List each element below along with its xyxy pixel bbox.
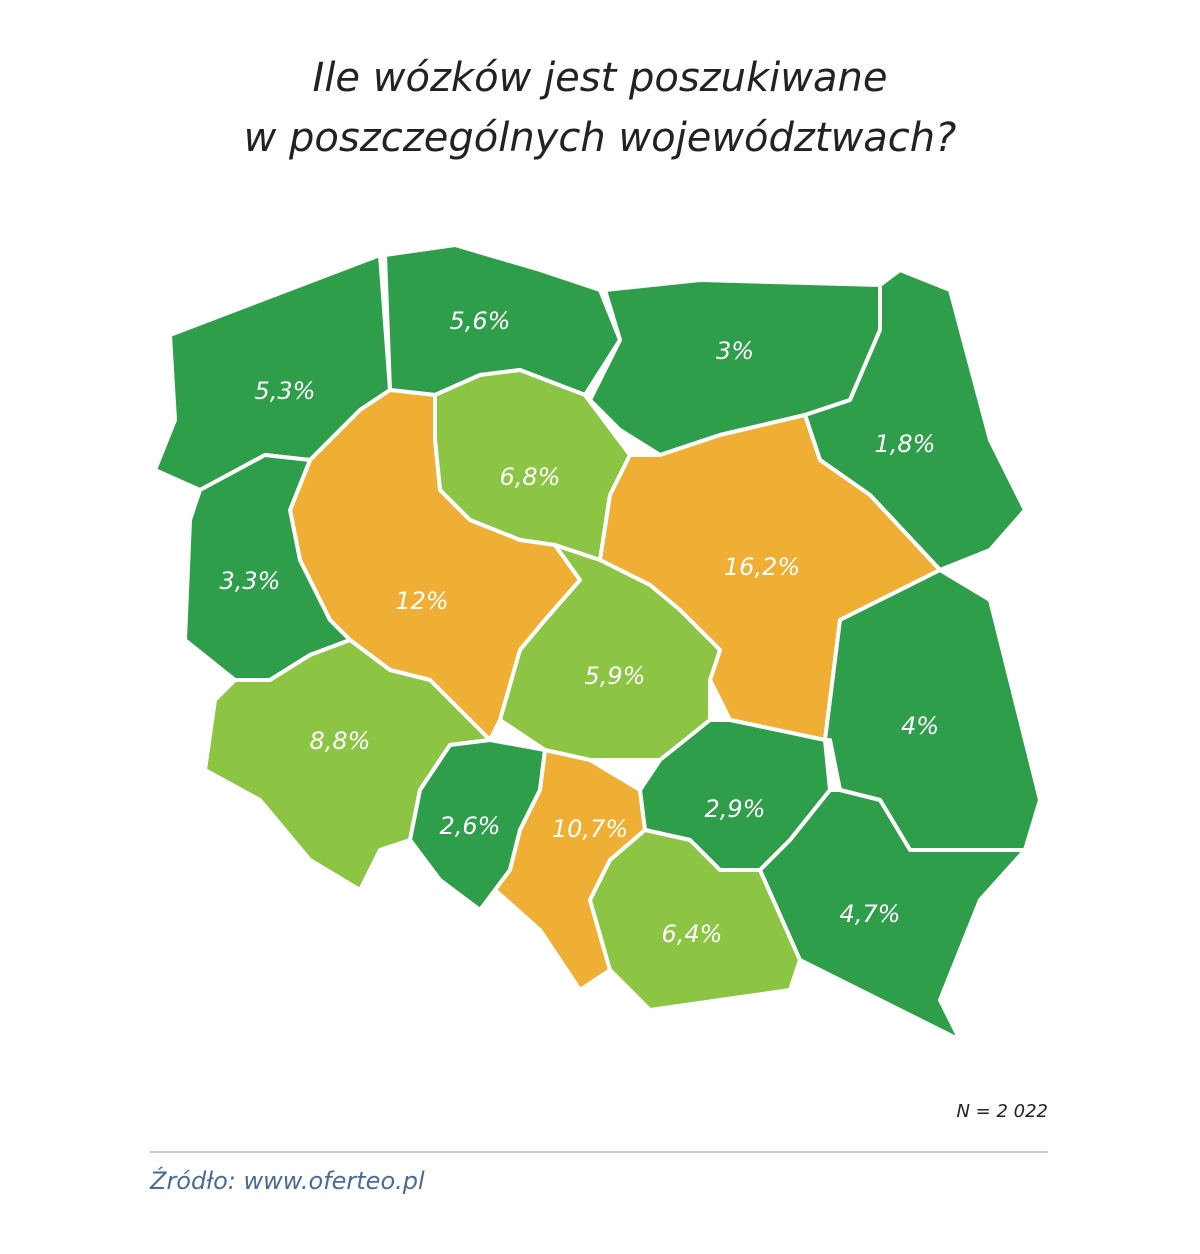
value-label: 8,8% xyxy=(310,727,371,755)
value-label: 6,8% xyxy=(500,463,561,491)
value-label: 16,2% xyxy=(724,553,800,581)
value-label: 6,4% xyxy=(662,920,723,948)
sample-note: N = 2 022 xyxy=(956,1101,1048,1122)
value-label: 4% xyxy=(901,712,939,740)
map: 5,3% 5,6% 3% 1,8% 6,8% 12% 16,2% 3,3% 5,9% 4% 8,8%… xyxy=(153,243,1042,1042)
region xyxy=(588,828,802,1012)
title-line: w poszczególnych województwach? xyxy=(244,115,957,161)
value-label: 5,3% xyxy=(255,377,316,405)
value-label: 1,8% xyxy=(875,430,936,458)
value-label: 5,9% xyxy=(585,662,646,690)
title-line: Ile wózków jest poszukiwane xyxy=(313,55,888,101)
source: Źródło: www.oferteo.pl xyxy=(149,1166,425,1195)
value-label: 12% xyxy=(395,587,448,615)
value-label: 2,6% xyxy=(440,812,501,840)
value-label: 3% xyxy=(716,337,754,365)
value-label: 4,7% xyxy=(840,900,901,928)
region xyxy=(758,788,1027,1042)
value-label: 10,7% xyxy=(552,815,628,843)
value-label: 5,6% xyxy=(450,307,511,335)
value-label: 2,9% xyxy=(705,795,766,823)
value-label: 3,3% xyxy=(220,567,281,595)
